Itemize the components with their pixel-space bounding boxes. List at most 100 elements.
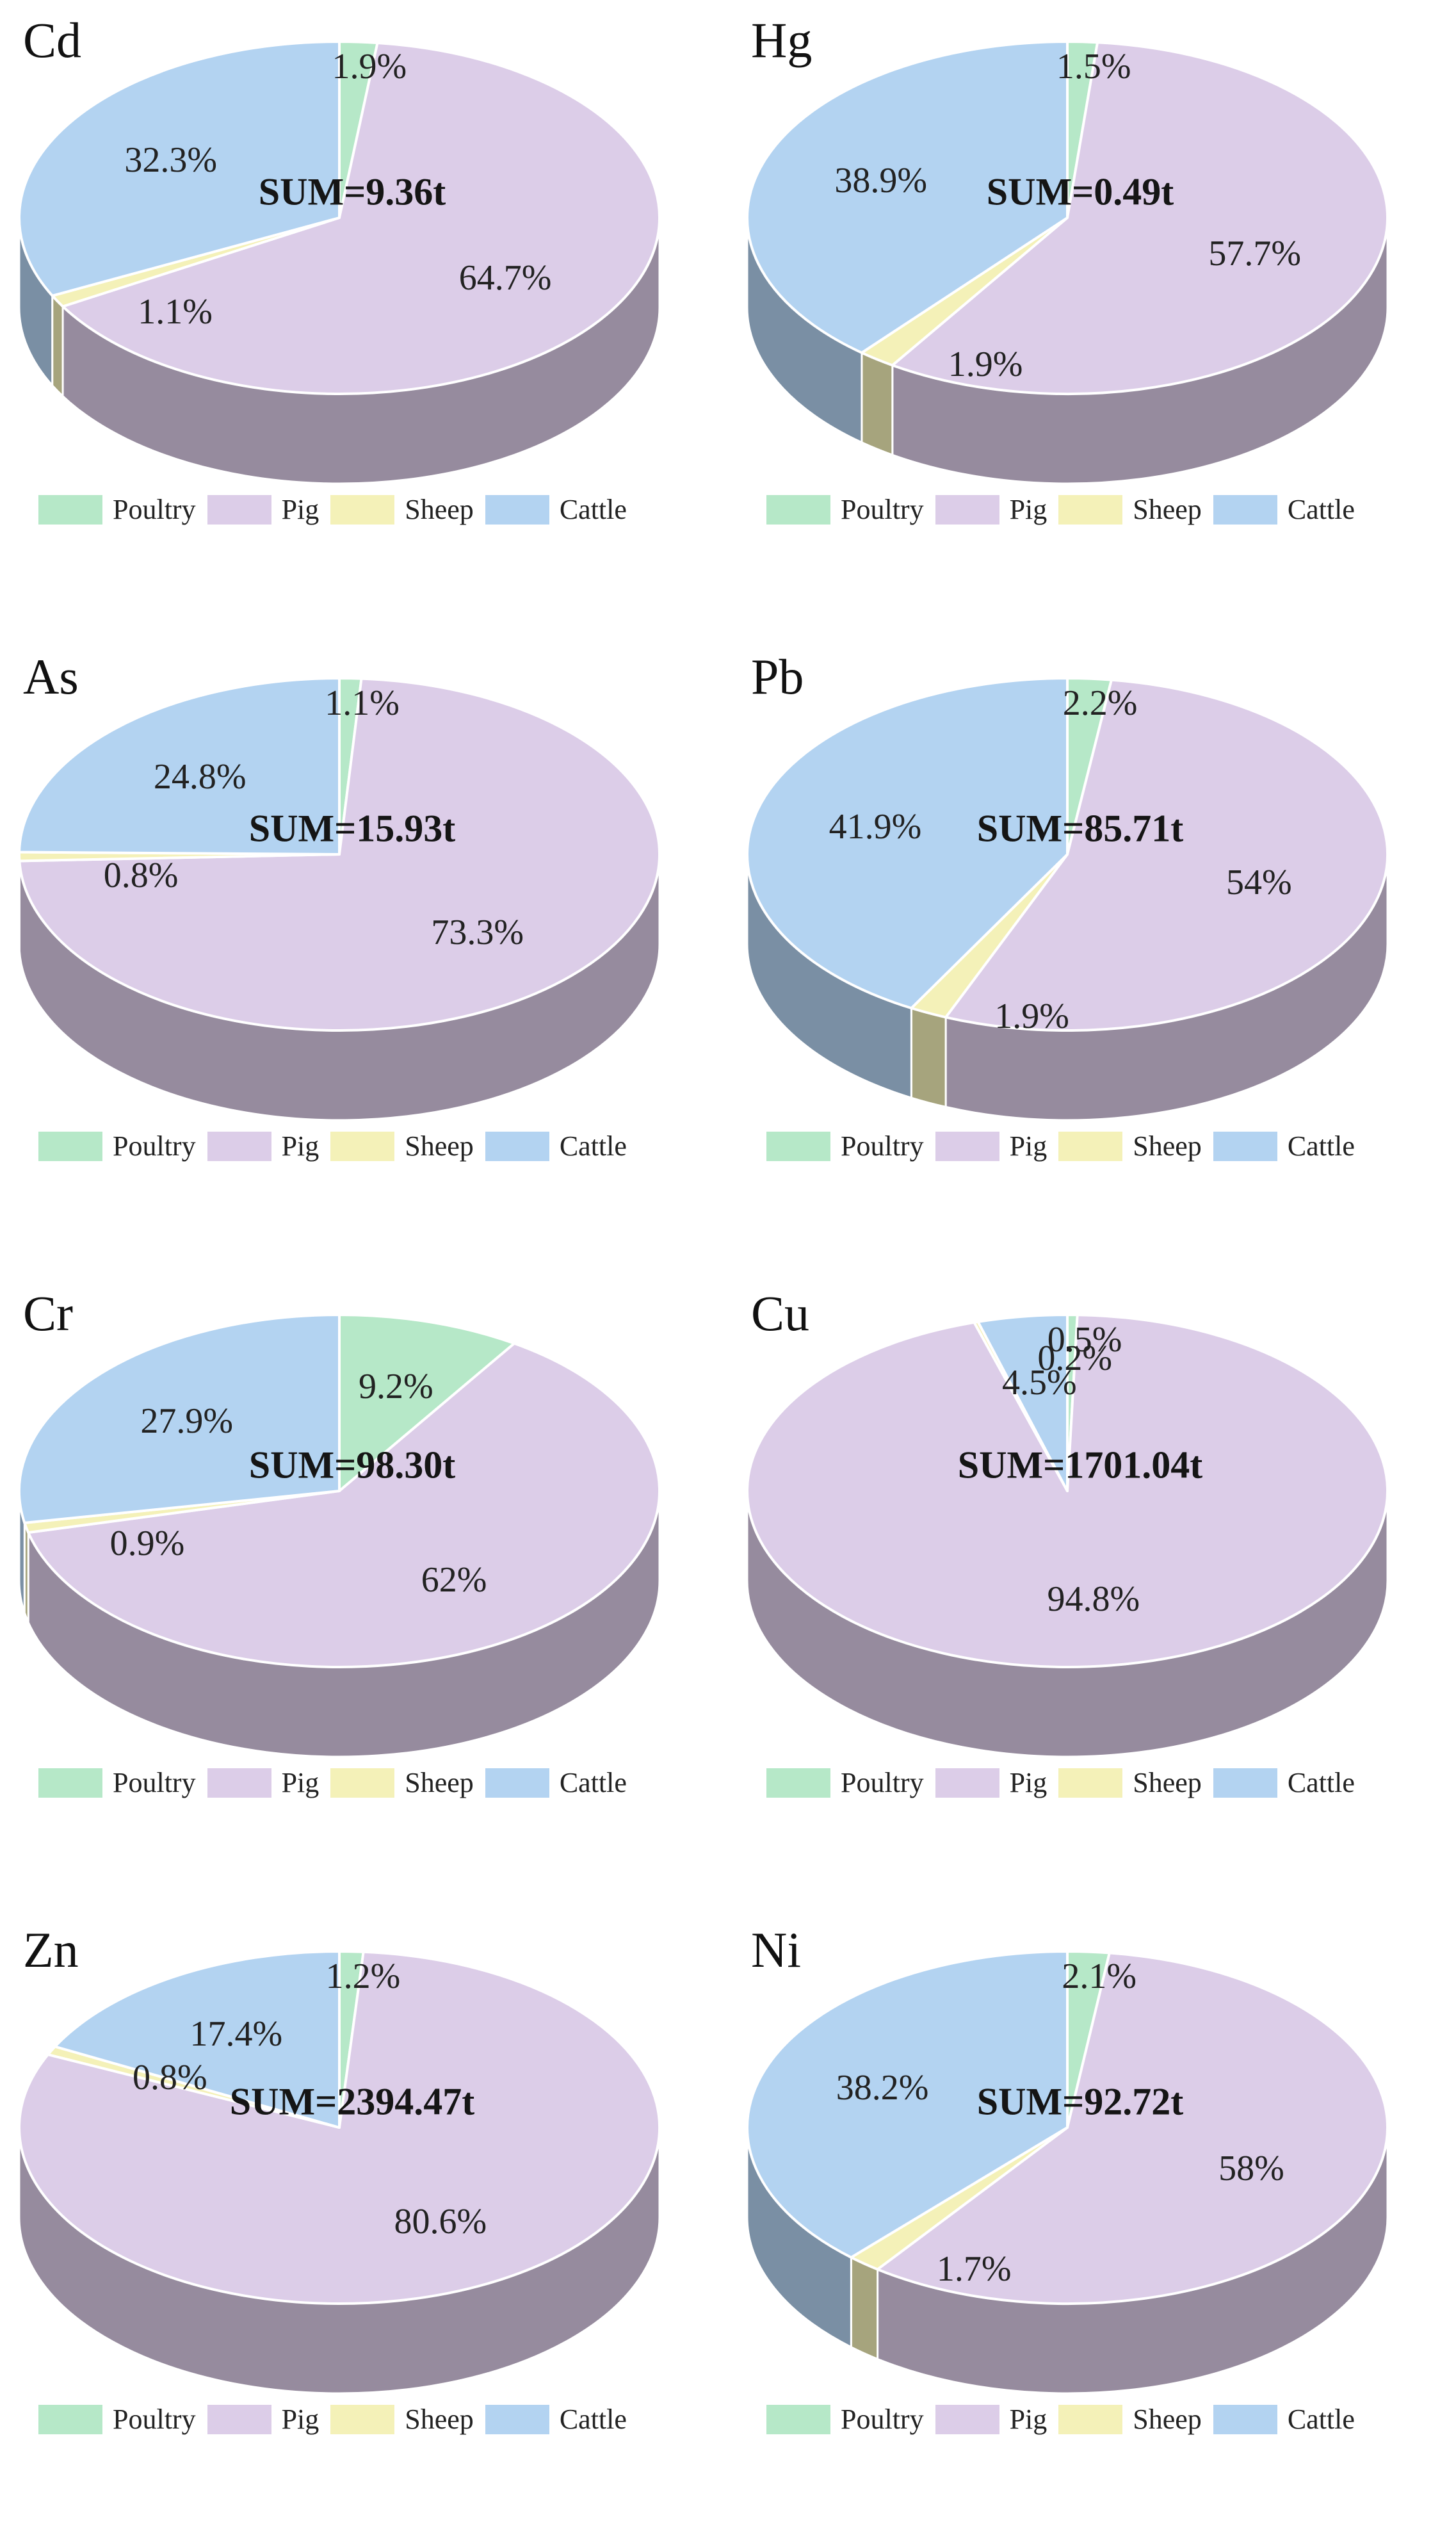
legend-item-cattle: Cattle <box>1213 493 1355 526</box>
pie-rim <box>746 677 1389 1032</box>
metal-title: Cu <box>751 1285 810 1341</box>
legend-label-poultry: Poultry <box>113 2404 196 2435</box>
legend-label-pig: Pig <box>281 1130 320 1162</box>
legend-item-poultry: Poultry <box>766 1130 924 1162</box>
legend-item-cattle: Cattle <box>1213 1766 1355 1799</box>
cattle-percent-label: 38.9% <box>834 160 927 200</box>
legend-label-cattle: Cattle <box>559 1767 627 1798</box>
legend-swatch-sheep <box>1058 494 1123 525</box>
legend: Poultry Pig Sheep Cattle <box>766 2403 1355 2436</box>
legend-item-sheep: Sheep <box>1058 1766 1202 1799</box>
sheep-slice-wall <box>910 1007 947 1109</box>
metal-title: Ni <box>751 1922 801 1978</box>
poultry-percent-label: 1.1% <box>325 683 400 723</box>
pig-percent-label: 54% <box>1225 863 1292 903</box>
sheep-percent-label: 0.8% <box>103 856 179 896</box>
cattle-percent-label: 17.4% <box>190 2014 283 2055</box>
legend-item-pig: Pig <box>207 493 320 526</box>
pie-panel-as: As SUM=15.93t 1.1% 73.3% 0.8% 24.8% Poultry Pig… <box>0 637 728 1273</box>
legend-item-poultry: Poultry <box>766 1766 924 1799</box>
sheep-percent-label: 1.9% <box>994 996 1069 1036</box>
legend-label-cattle: Cattle <box>1287 494 1355 525</box>
legend-item-pig: Pig <box>207 2403 320 2436</box>
legend-swatch-sheep <box>330 494 395 525</box>
legend-swatch-pig <box>207 1131 271 1161</box>
pie-3d-svg <box>18 40 661 485</box>
sum-label: SUM=2394.47t <box>229 2080 475 2123</box>
sheep-slice-wall <box>51 293 64 398</box>
legend-item-sheep: Sheep <box>330 2403 474 2436</box>
metal-title: Zn <box>23 1922 79 1978</box>
metal-title: Cd <box>23 12 82 68</box>
legend-label-poultry: Poultry <box>841 1767 924 1798</box>
legend-swatch-cattle <box>485 1768 549 1798</box>
legend-swatch-pig <box>935 1131 999 1161</box>
legend-swatch-sheep <box>330 2404 395 2434</box>
pie-rim <box>746 40 1389 395</box>
pie-panel-zn: Zn SUM=2394.47t 1.2% 80.6% 0.8% 17.4% Poultry P… <box>0 1910 728 2546</box>
pig-percent-label: 94.8% <box>1047 1579 1140 1620</box>
legend-item-poultry: Poultry <box>766 493 924 526</box>
pig-percent-label: 64.7% <box>458 257 552 298</box>
legend-swatch-sheep <box>1058 1768 1123 1798</box>
legend-item-cattle: Cattle <box>485 1130 627 1162</box>
legend-label-poultry: Poultry <box>113 494 196 525</box>
legend-item-cattle: Cattle <box>485 1766 627 1799</box>
pie-panel-pb: Pb SUM=85.71t 2.2% 54% 1.9% 41.9% Poultry Pig Sh… <box>728 637 1456 1273</box>
legend-item-pig: Pig <box>935 1766 1047 1799</box>
legend-swatch-cattle <box>1213 1768 1277 1798</box>
legend-label-pig: Pig <box>281 494 320 525</box>
sheep-percent-label: 1.7% <box>936 2249 1012 2290</box>
legend: Poultry Pig Sheep Cattle <box>38 493 627 526</box>
poultry-percent-label: 0.5% <box>1047 1319 1122 1360</box>
legend-swatch-poultry <box>766 1768 830 1798</box>
legend-label-pig: Pig <box>1009 2404 1048 2435</box>
pie-3d-svg <box>746 1314 1389 1758</box>
pig-percent-label: 58% <box>1218 2148 1284 2188</box>
legend-label-sheep: Sheep <box>1133 494 1202 525</box>
legend-label-pig: Pig <box>281 1767 320 1798</box>
pie-3d-svg <box>746 677 1389 1121</box>
legend: Poultry Pig Sheep Cattle <box>766 1766 1355 1799</box>
legend-swatch-pig <box>935 494 999 525</box>
legend-label-poultry: Poultry <box>841 494 924 525</box>
legend-label-cattle: Cattle <box>1287 1767 1355 1798</box>
poultry-percent-label: 1.2% <box>325 1956 401 1996</box>
sheep-percent-label: 1.9% <box>948 344 1023 384</box>
pie-rim <box>18 677 661 1032</box>
pig-percent-label: 57.7% <box>1208 234 1301 274</box>
legend-swatch-cattle <box>1213 1131 1277 1161</box>
sheep-slice-wall <box>850 2256 879 2361</box>
legend-swatch-sheep <box>1058 1131 1123 1161</box>
legend-label-cattle: Cattle <box>559 494 627 525</box>
legend-item-poultry: Poultry <box>766 2403 924 2436</box>
legend-label-pig: Pig <box>281 2404 320 2435</box>
pie-rim <box>746 1314 1389 1668</box>
legend-label-poultry: Poultry <box>841 1130 924 1162</box>
legend-item-cattle: Cattle <box>1213 1130 1355 1162</box>
cattle-percent-label: 32.3% <box>124 140 218 180</box>
sheep-percent-label: 0.2% <box>1037 1338 1113 1378</box>
legend-swatch-poultry <box>38 494 102 525</box>
pie-rim <box>746 1950 1389 2305</box>
legend-item-sheep: Sheep <box>1058 1130 1202 1162</box>
legend-item-sheep: Sheep <box>330 1766 474 1799</box>
legend-item-cattle: Cattle <box>1213 2403 1355 2436</box>
metal-title: Hg <box>751 12 813 68</box>
legend-swatch-cattle <box>1213 494 1277 525</box>
cattle-percent-label: 41.9% <box>829 807 922 847</box>
legend-swatch-pig <box>935 2404 999 2434</box>
legend-item-sheep: Sheep <box>330 493 474 526</box>
legend-label-poultry: Poultry <box>841 2404 924 2435</box>
cattle-percent-label: 38.2% <box>836 2068 929 2108</box>
pie-panel-ni: Ni SUM=92.72t 2.1% 58% 1.7% 38.2% Poultry Pig Sh… <box>728 1910 1456 2546</box>
legend: Poultry Pig Sheep Cattle <box>38 2403 627 2436</box>
pie-rim <box>18 1314 661 1668</box>
legend-item-sheep: Sheep <box>330 1130 474 1162</box>
legend-item-poultry: Poultry <box>38 2403 196 2436</box>
legend-swatch-poultry <box>766 494 830 525</box>
poultry-percent-label: 1.5% <box>1056 46 1131 86</box>
metal-title: Cr <box>23 1285 73 1341</box>
pie-panel-hg: Hg SUM=0.49t 1.5% 57.7% 1.9% 38.9% Poultry Pig S… <box>728 0 1456 637</box>
legend-item-poultry: Poultry <box>38 1766 196 1799</box>
